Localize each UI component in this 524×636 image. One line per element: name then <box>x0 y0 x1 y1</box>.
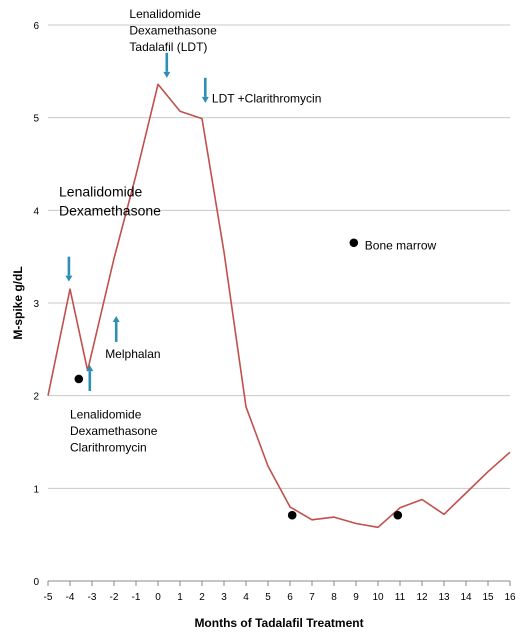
annotation-line: Bone marrow <box>365 239 437 253</box>
annotation-line: Clarithromycin <box>70 440 147 454</box>
grid-lines <box>48 24 510 489</box>
x-tick-label: 8 <box>331 592 337 603</box>
y-tick-label: 4 <box>33 206 39 217</box>
y-tick-label: 5 <box>33 114 39 125</box>
x-tick-label: -1 <box>132 592 141 603</box>
x-tick-label: 16 <box>504 592 516 603</box>
annotation-lenalidomide-dexa: Lenalidomide Dexamethasone <box>59 184 161 219</box>
x-tick-label: 7 <box>309 592 315 603</box>
markers <box>74 238 403 520</box>
bone-marrow-marker <box>74 374 84 384</box>
annotation-line: Lenalidomide <box>59 184 142 200</box>
treatment-arrow <box>163 52 171 78</box>
y-tick-label: 0 <box>33 577 39 588</box>
y-tick-label: 3 <box>33 299 39 310</box>
x-tick-label: 0 <box>155 592 161 603</box>
y-tick-label: 6 <box>33 21 39 32</box>
treatment-arrow <box>86 365 94 392</box>
annotation-line: Melphalan <box>105 347 160 361</box>
annotation-line: Lenalidomide <box>70 407 142 421</box>
annotation-ldc: Lenalidomide Dexamethasone Clarithromycin <box>70 407 158 454</box>
treatment-arrow <box>112 315 120 342</box>
bone-marrow-marker <box>349 238 359 248</box>
x-tick-label: -5 <box>44 592 53 603</box>
arrows <box>65 52 209 392</box>
arrow-head <box>65 275 73 282</box>
arrow-head <box>163 71 171 78</box>
x-tick-label: 13 <box>438 592 450 603</box>
treatment-arrow <box>201 77 209 103</box>
series-line <box>47 83 511 529</box>
x-tick-label: 4 <box>243 592 249 603</box>
x-tick-label: 3 <box>221 592 227 603</box>
x-tick-label: 11 <box>395 592 406 603</box>
x-tick-label: 14 <box>460 592 472 603</box>
y-tick-label: 1 <box>33 484 39 495</box>
arrow-head <box>86 365 94 372</box>
x-tick-label: 10 <box>372 592 384 603</box>
x-tick-label: 15 <box>482 592 494 603</box>
x-tick-label: -4 <box>66 592 75 603</box>
annotation-line: LDT +Clarithromycin <box>212 91 321 105</box>
annotation-ldt: Lenalidomide Dexamethasone Tadalafil (LDT) <box>129 7 217 54</box>
treatment-arrow <box>65 256 73 282</box>
annotation-line: Dexamethasone <box>70 424 158 438</box>
x-tick-label: 6 <box>287 592 293 603</box>
x-tick-label: -2 <box>110 592 119 603</box>
arrow-head <box>201 96 209 103</box>
arrow-head <box>112 315 120 322</box>
x-tick-label: 12 <box>416 592 428 603</box>
x-tick-label: 1 <box>177 592 183 603</box>
x-tick-label: 2 <box>199 592 205 603</box>
x-axis-title: Months of Tadalafil Treatment <box>194 616 363 630</box>
annotation-ldt-clarithro: LDT +Clarithromycin <box>212 91 321 105</box>
bone-marrow-marker <box>393 510 403 520</box>
y-axis-title: M-spike g/dL <box>11 266 25 339</box>
series <box>47 83 511 529</box>
x-tick-label: 5 <box>265 592 271 603</box>
annotation-line: Dexamethasone <box>59 203 161 219</box>
annotation-line: Tadalafil (LDT) <box>129 40 207 54</box>
x-tick-label: 9 <box>353 592 359 603</box>
annotation-bone-marrow: Bone marrow <box>365 239 437 253</box>
annotation-line: Lenalidomide <box>129 7 201 21</box>
bone-marrow-marker <box>287 510 297 520</box>
annotations: Lenalidomide Dexamethasone Lenalidomide Dex… <box>59 7 436 454</box>
annotation-melphalan: Melphalan <box>105 347 160 361</box>
y-tick-label: 2 <box>33 392 39 403</box>
annotation-line: Dexamethasone <box>129 24 217 38</box>
x-tick-label: -3 <box>88 592 97 603</box>
